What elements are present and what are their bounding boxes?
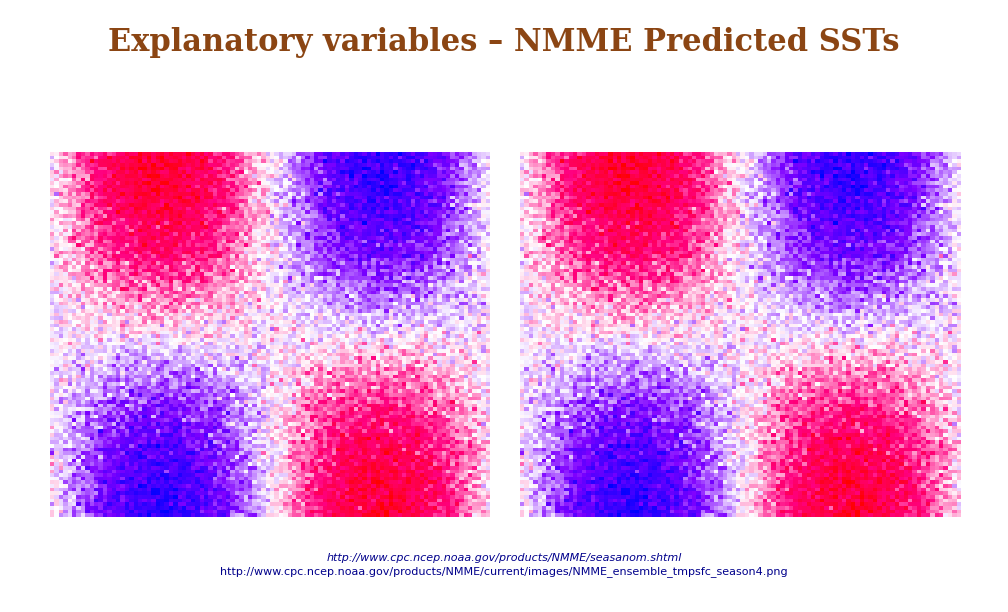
- Text: Caribbean &
tropical Atlantic: Caribbean & tropical Atlantic: [284, 335, 396, 363]
- Text: http://www.cpc.ncep.noaa.gov/products/NMME/seasanom.shtml: http://www.cpc.ncep.noaa.gov/products/NM…: [327, 553, 681, 563]
- Text: Explanatory variables – NMME Predicted SSTs: Explanatory variables – NMME Predicted S…: [108, 26, 900, 58]
- Text: El Niño region: El Niño region: [208, 294, 306, 307]
- Text: Caribbean &
tropical Atlantic: Caribbean & tropical Atlantic: [754, 335, 866, 363]
- FancyBboxPatch shape: [653, 290, 802, 312]
- Text: http://www.cpc.ncep.noaa.gov/products/NMME/current/images/NMME_ensemble_tmpsfc_s: http://www.cpc.ncep.noaa.gov/products/NM…: [220, 567, 788, 578]
- FancyBboxPatch shape: [183, 290, 332, 312]
- Text: El Niño region: El Niño region: [677, 294, 776, 307]
